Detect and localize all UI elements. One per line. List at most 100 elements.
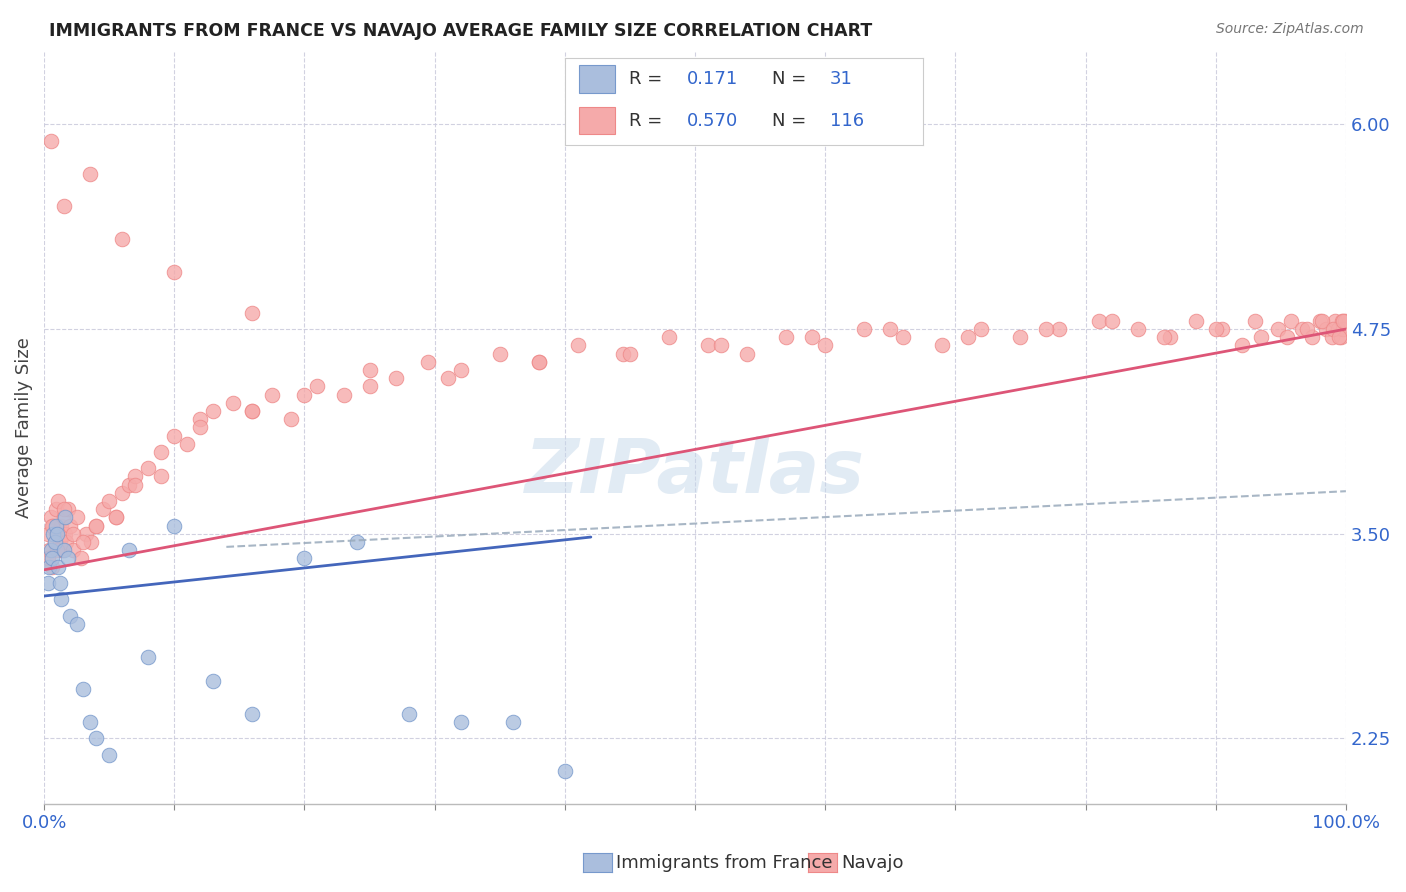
Point xyxy=(222,396,245,410)
Point xyxy=(891,330,914,344)
Point xyxy=(242,404,264,418)
Point xyxy=(1211,322,1233,336)
Point xyxy=(1250,330,1272,344)
Point xyxy=(436,371,458,385)
Text: ZIPatlas: ZIPatlas xyxy=(524,436,865,509)
Point xyxy=(124,469,146,483)
Point xyxy=(332,387,354,401)
Point xyxy=(1329,330,1351,344)
Point xyxy=(118,477,141,491)
Point xyxy=(1330,330,1353,344)
Point xyxy=(56,502,79,516)
Text: Immigrants from France: Immigrants from France xyxy=(616,854,832,871)
Point xyxy=(46,543,69,558)
Point xyxy=(1126,322,1149,336)
Point xyxy=(124,477,146,491)
Point xyxy=(52,199,75,213)
Point xyxy=(38,559,60,574)
Point xyxy=(697,338,720,352)
Point xyxy=(488,346,510,360)
Point xyxy=(48,559,70,574)
Point xyxy=(39,543,62,558)
Point xyxy=(41,559,63,574)
Point xyxy=(294,551,316,566)
Point xyxy=(84,518,107,533)
Point xyxy=(1301,330,1323,344)
Point xyxy=(136,461,159,475)
Point xyxy=(307,379,329,393)
Point xyxy=(42,526,65,541)
Point xyxy=(359,363,381,377)
Point xyxy=(1333,314,1355,328)
Point xyxy=(62,526,84,541)
Point xyxy=(242,706,264,721)
Point xyxy=(104,510,127,524)
Point xyxy=(1315,322,1337,336)
Point xyxy=(1309,314,1331,328)
Point xyxy=(242,404,264,418)
Point xyxy=(346,535,368,549)
Point xyxy=(801,330,824,344)
Point xyxy=(136,649,159,664)
Point xyxy=(853,322,876,336)
Point xyxy=(1087,314,1109,328)
Point xyxy=(42,518,65,533)
Point xyxy=(163,518,186,533)
Point xyxy=(1153,330,1175,344)
Point xyxy=(1267,322,1289,336)
Point xyxy=(91,502,114,516)
Point xyxy=(1279,314,1302,328)
Text: IMMIGRANTS FROM FRANCE VS NAVAJO AVERAGE FAMILY SIZE CORRELATION CHART: IMMIGRANTS FROM FRANCE VS NAVAJO AVERAGE… xyxy=(49,22,873,40)
Point xyxy=(1277,330,1299,344)
Point xyxy=(79,167,101,181)
Point xyxy=(1205,322,1227,336)
Point xyxy=(37,551,59,566)
Point xyxy=(1327,322,1350,336)
Point xyxy=(1331,322,1354,336)
Point xyxy=(1322,322,1344,336)
Text: Navajo: Navajo xyxy=(841,854,903,871)
Point xyxy=(163,428,186,442)
Point xyxy=(1035,322,1057,336)
Point xyxy=(384,371,406,385)
Point xyxy=(970,322,993,336)
Point xyxy=(118,543,141,558)
Point xyxy=(55,535,77,549)
Point xyxy=(260,387,283,401)
Point xyxy=(52,502,75,516)
Point xyxy=(188,420,211,434)
Point xyxy=(527,355,550,369)
Point xyxy=(1324,314,1347,328)
Point xyxy=(80,535,103,549)
Point xyxy=(69,551,91,566)
Point xyxy=(502,715,524,730)
Point xyxy=(111,232,134,246)
Point xyxy=(294,387,316,401)
Point xyxy=(1049,322,1071,336)
Point xyxy=(44,535,66,549)
Point xyxy=(72,535,94,549)
Point xyxy=(359,379,381,393)
Point xyxy=(242,306,264,320)
Point xyxy=(1185,314,1208,328)
Point xyxy=(176,436,198,450)
Point xyxy=(44,535,66,549)
Point xyxy=(931,338,953,352)
Point xyxy=(98,494,121,508)
Point xyxy=(53,510,76,524)
Text: Source: ZipAtlas.com: Source: ZipAtlas.com xyxy=(1216,22,1364,37)
Point xyxy=(957,330,980,344)
Point xyxy=(1230,338,1253,352)
Point xyxy=(163,265,186,279)
Point xyxy=(84,518,107,533)
Point xyxy=(188,412,211,426)
Point xyxy=(658,330,681,344)
Point xyxy=(51,543,73,558)
Point xyxy=(75,526,97,541)
Point xyxy=(45,502,67,516)
Point xyxy=(66,616,89,631)
Point xyxy=(53,526,76,541)
Point xyxy=(45,518,67,533)
Point xyxy=(38,543,60,558)
Point xyxy=(98,747,121,762)
